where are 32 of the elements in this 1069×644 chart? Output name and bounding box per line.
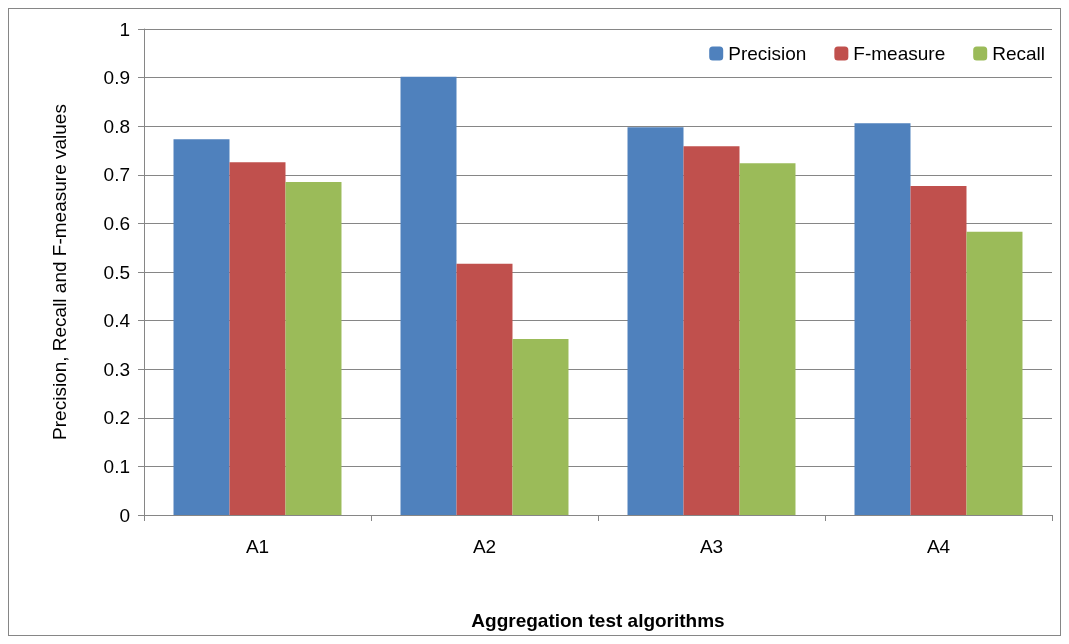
legend-label: Recall <box>992 43 1046 64</box>
bar <box>966 231 1023 515</box>
bar <box>910 185 967 515</box>
bar <box>285 182 342 515</box>
bar <box>229 162 286 515</box>
y-tick-label: 1 <box>119 18 130 40</box>
bar <box>512 339 569 515</box>
y-tick-label: 0.1 <box>103 455 130 477</box>
bar <box>456 263 513 515</box>
y-tick-label: 0.7 <box>103 164 130 186</box>
bar <box>627 127 684 515</box>
legend-label: F-measure <box>853 43 946 64</box>
bar <box>854 123 911 515</box>
x-tick-label: A1 <box>245 536 270 557</box>
bar <box>683 146 740 515</box>
y-tick-label: 0.8 <box>103 115 130 137</box>
x-tick-label: A2 <box>472 536 497 557</box>
y-tick-label: 0.3 <box>103 358 130 380</box>
x-tick-label: A3 <box>699 536 724 557</box>
x-tick-label: A4 <box>926 536 951 557</box>
legend-label: Precision <box>728 43 807 64</box>
y-tick-label: 0.5 <box>103 261 130 283</box>
bar <box>400 76 457 515</box>
bar <box>173 139 230 515</box>
x-axis-title: Aggregation test algorithms <box>471 610 725 631</box>
y-tick-label: 0.6 <box>103 212 130 234</box>
bar <box>739 163 796 515</box>
y-axis-title: Precision, Recall and F-measure values <box>49 104 70 440</box>
y-tick-label: 0.2 <box>103 407 130 429</box>
y-tick-label: 0.9 <box>103 67 130 89</box>
y-tick-label: 0.4 <box>103 310 131 332</box>
y-tick-label: 0 <box>119 504 130 526</box>
